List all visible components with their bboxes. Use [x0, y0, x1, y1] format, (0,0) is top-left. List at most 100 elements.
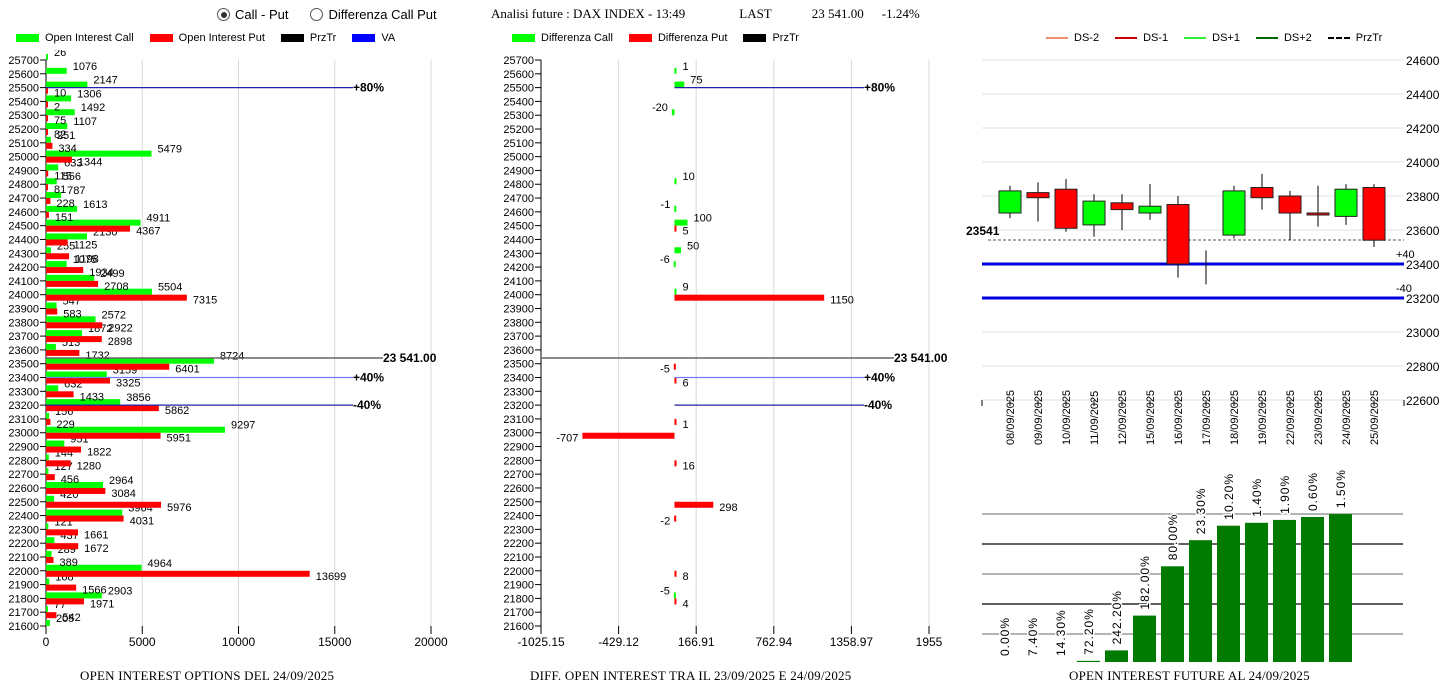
- call-bar: [674, 288, 677, 295]
- bar-value-label: -1: [661, 199, 671, 211]
- bar-value-label: 1125: [74, 239, 98, 251]
- y-tick-label: 21900: [503, 580, 534, 592]
- candle-down: [1278, 195, 1302, 214]
- bar-value-label: 80.00%: [1166, 514, 1180, 561]
- put-bar: [46, 515, 124, 522]
- bar-value-label: -6: [660, 254, 670, 266]
- put-bar: [46, 556, 54, 563]
- legend-label: Open Interest Call: [45, 32, 134, 44]
- candle-up: [998, 190, 1022, 214]
- call-bar: [46, 54, 48, 60]
- put-bar: [582, 432, 675, 439]
- chart-title-options: OPEN INTEREST OPTIONS DEL 24/09/2025: [80, 668, 335, 683]
- bar-value-label: 9297: [231, 420, 255, 432]
- bar-value-label: 2499: [100, 268, 124, 280]
- y-tick-label: 24200: [1406, 122, 1440, 136]
- bar-value-label: 50: [687, 240, 699, 252]
- x-tick-label: 23/09/2025: [1313, 390, 1325, 445]
- radio-differenza-label: Differenza Call Put: [328, 7, 437, 22]
- radio-differenza-call-put[interactable]: Differenza Call Put: [310, 7, 437, 22]
- call-bar: [46, 274, 95, 281]
- bar-value-label: -20: [652, 102, 668, 114]
- bar-value-label: 1150: [830, 295, 854, 307]
- bar-value-label: 14.30%: [1054, 609, 1068, 656]
- put-bar: [46, 225, 131, 232]
- put-bar: [46, 156, 72, 163]
- y-tick-label: 23700: [503, 331, 534, 343]
- bar-value-label: 8: [682, 571, 688, 583]
- put-bar: [46, 87, 48, 94]
- radio-unselected-icon[interactable]: [310, 8, 324, 21]
- bar-value-label: 8724: [220, 351, 244, 363]
- y-tick-label: 22600: [503, 483, 534, 495]
- y-tick-label: 23800: [8, 317, 39, 329]
- put-bar: [46, 377, 111, 384]
- future-bar: [1161, 566, 1184, 662]
- y-tick-label: 23500: [8, 359, 39, 371]
- put-bar: [46, 115, 48, 122]
- bar-value-label: 5: [682, 226, 688, 238]
- y-tick-label: 21800: [8, 593, 39, 605]
- y-tick-label: 21600: [8, 621, 39, 633]
- x-tick-label: 5000: [129, 635, 156, 649]
- call-bar: [673, 261, 676, 268]
- put-bar: [673, 363, 676, 370]
- put-bar: [46, 308, 58, 315]
- band-label: +40: [1396, 249, 1415, 261]
- x-tick-label: 1358.97: [830, 635, 874, 649]
- put-bar: [46, 142, 53, 149]
- va-label: -40%: [353, 398, 381, 412]
- call-bar: [46, 67, 67, 74]
- y-tick-label: 23200: [8, 400, 39, 412]
- y-tick-label: 23100: [503, 414, 534, 426]
- y-tick-label: 25100: [503, 138, 534, 150]
- candle-down: [1362, 187, 1386, 241]
- call-bar: [46, 330, 83, 337]
- legend-item-ds+1: DS+1: [1184, 32, 1240, 44]
- legend-label: PrzTr: [772, 32, 799, 44]
- future-bar: [1189, 540, 1212, 662]
- call-bar: [46, 205, 78, 212]
- legend-line-ds-1: [1115, 37, 1138, 39]
- bar-value-label: 75: [690, 75, 702, 87]
- legend-item-ds-2: DS-2: [1046, 32, 1099, 44]
- put-bar: [46, 598, 84, 605]
- call-bar: [46, 178, 57, 185]
- radio-selected-icon[interactable]: [217, 8, 230, 21]
- price-label: 23541: [966, 224, 1000, 238]
- y-tick-label: 21600: [503, 621, 534, 633]
- radio-call-put-label: Call - Put: [235, 7, 289, 22]
- y-tick-label: 24300: [503, 248, 534, 260]
- legend-swatch-va: [352, 34, 376, 42]
- call-bar: [46, 219, 141, 226]
- diff-open-interest-chart: -1025.15 -429.12 166.91 762.94 1358.97 1955 25…: [503, 55, 947, 649]
- bar-value-label: 5976: [167, 502, 191, 514]
- bar-value-label: 205: [56, 613, 74, 625]
- open-interest-future-chart: 0.00% 7.40% 14.30% 72.20% 242.20% 182.00% 80.0…: [982, 470, 1403, 662]
- view-mode-radio-group: Call - Put Differenza Call Put: [217, 7, 437, 22]
- x-tick-label: 12/09/2025: [1117, 390, 1129, 445]
- va-label: +40%: [864, 371, 895, 385]
- future-bar: [1301, 517, 1324, 662]
- call-bar: [46, 343, 56, 350]
- call-bar: [674, 247, 681, 254]
- y-tick-label: 24800: [8, 179, 39, 191]
- y-tick-label: 22600: [8, 483, 39, 495]
- y-tick-label: 23400: [8, 373, 39, 385]
- bar-value-label: -5: [660, 364, 670, 376]
- legend-label: PrzTr: [1355, 32, 1383, 44]
- put-bar: [46, 239, 68, 246]
- put-bar: [674, 418, 677, 425]
- legend-label: Open Interest Put: [178, 32, 265, 44]
- y-tick-label: 25500: [503, 83, 534, 95]
- candle-up: [1138, 205, 1162, 214]
- call-bar: [46, 81, 88, 88]
- bar-value-label: 1732: [85, 350, 109, 362]
- legend-oi-options: Open Interest Call Open Interest Put Prz…: [16, 32, 411, 44]
- bar-value-label: 9: [682, 282, 688, 294]
- put-bar: [46, 487, 106, 494]
- call-bar: [46, 233, 88, 240]
- bar-value-label: 787: [67, 185, 85, 197]
- y-tick-label: 24400: [1406, 88, 1440, 102]
- radio-call-put[interactable]: Call - Put: [217, 7, 288, 22]
